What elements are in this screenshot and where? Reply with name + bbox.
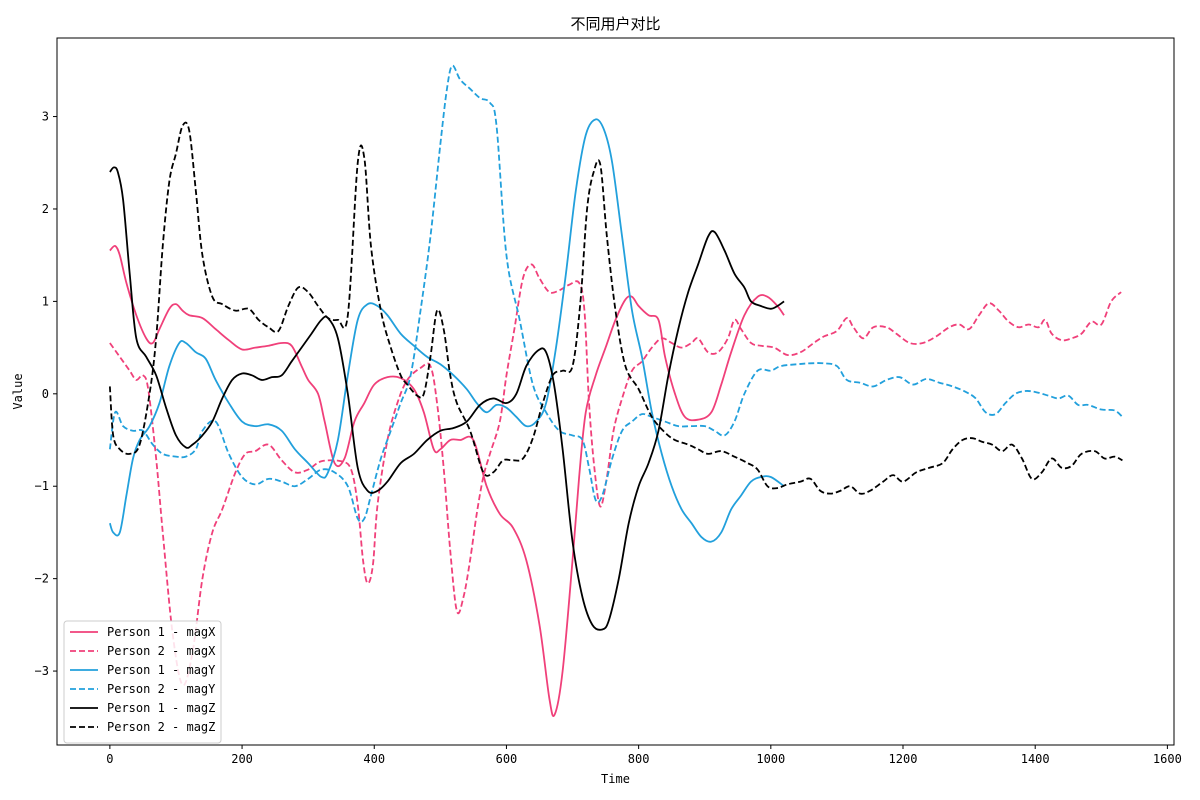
chart-title: 不同用户对比	[570, 15, 660, 33]
x-tick-label: 600	[496, 752, 518, 766]
y-axis-label: Value	[11, 373, 25, 409]
legend-label: Person 2 - magY	[107, 682, 216, 696]
legend-label: Person 2 - magX	[107, 644, 216, 658]
y-tick-label: 2	[42, 202, 49, 216]
series-line-6	[108, 121, 1123, 495]
y-tick-label: −3	[35, 664, 49, 678]
y-tick-label: −2	[35, 572, 49, 586]
x-tick-label: 1200	[889, 752, 918, 766]
plot-frame	[56, 37, 1175, 746]
x-tick-label: 400	[363, 752, 385, 766]
y-tick-label: 1	[42, 294, 49, 308]
legend-box	[63, 620, 222, 744]
series-line-3	[109, 118, 785, 543]
legend-label: Person 1 - magY	[107, 663, 216, 677]
x-tick-label: 0	[106, 752, 113, 766]
legend-label: Person 1 - magX	[107, 625, 216, 639]
legend: Person 1 - magX Person 2 - magX Person 1 -…	[63, 620, 222, 744]
series-line-4	[108, 64, 1124, 523]
legend-label: Person 2 - magZ	[107, 720, 215, 734]
x-tick-label: 200	[231, 752, 253, 766]
x-axis-label: Time	[601, 772, 630, 786]
x-tick-label: 1600	[1153, 752, 1182, 766]
x-tick-label: 1400	[1021, 752, 1050, 766]
legend-label: Person 1 - magZ	[107, 701, 215, 715]
series-line-5	[109, 166, 785, 631]
x-tick-label: 800	[628, 752, 650, 766]
series-layer	[108, 64, 1124, 717]
y-tick-label: −1	[35, 479, 49, 493]
series-line-2	[109, 263, 1122, 687]
x-tick-label: 1000	[756, 752, 785, 766]
y-tick-label: 3	[42, 110, 49, 124]
axis-ticks: 0 200 400 600 800 1000 1200 1400 1600 −3 −2 −1 0 1 2 3	[35, 110, 1182, 766]
y-tick-label: 0	[42, 387, 49, 401]
